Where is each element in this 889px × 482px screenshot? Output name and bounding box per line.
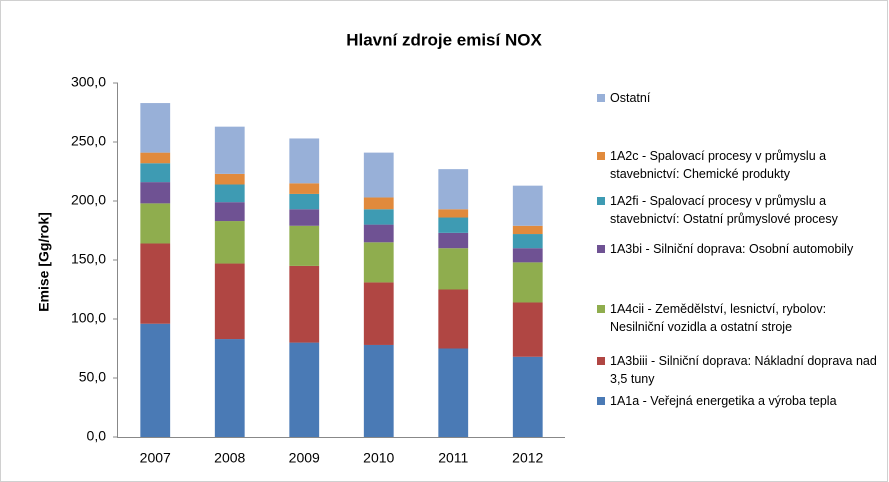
bar-segment bbox=[512, 185, 543, 226]
bar-segment bbox=[140, 163, 171, 183]
bar-segment bbox=[438, 217, 469, 233]
bar-segment bbox=[214, 126, 245, 174]
bar-segment bbox=[438, 289, 469, 349]
legend-swatch bbox=[597, 305, 605, 313]
legend-label: 1A3biii - Silniční doprava: Nákladní dop… bbox=[610, 354, 877, 386]
y-tick-label: 50,0 bbox=[79, 369, 106, 385]
legend-label: 1A1a - Veřejná energetika a výroba tepla bbox=[610, 394, 837, 408]
x-tick-label: 2008 bbox=[214, 450, 245, 466]
legend-label: Ostatní bbox=[610, 91, 651, 105]
legend-swatch bbox=[597, 94, 605, 102]
bar-segment bbox=[214, 339, 245, 437]
bar-segment bbox=[289, 225, 320, 266]
bar-segment bbox=[289, 265, 320, 343]
bar-segment bbox=[214, 263, 245, 340]
bar-segment bbox=[140, 203, 171, 244]
bar-segment bbox=[363, 209, 394, 225]
bar-segment bbox=[289, 342, 320, 437]
legend-swatch bbox=[597, 245, 605, 253]
legend-entry: 1A3biii - Silniční doprava: Nákladní dop… bbox=[597, 352, 882, 388]
bar-segment bbox=[140, 182, 171, 204]
bar-segment bbox=[214, 184, 245, 203]
legend-label: 1A3bi - Silniční doprava: Osobní automob… bbox=[610, 242, 854, 256]
bar-segment bbox=[289, 138, 320, 184]
bar-segment bbox=[438, 248, 469, 290]
legend-label: 1A2fi - Spalovací procesy v průmyslu a s… bbox=[610, 194, 838, 226]
y-axis-label: Emise [Gg/rok] bbox=[36, 212, 52, 312]
bar-segment bbox=[438, 348, 469, 437]
bar-segment bbox=[512, 234, 543, 249]
bar-segment bbox=[363, 224, 394, 243]
bar-segment bbox=[140, 152, 171, 164]
legend-swatch bbox=[597, 152, 605, 160]
x-tick-label: 2009 bbox=[289, 450, 320, 466]
legend-entry: 1A2c - Spalovací procesy v průmyslu a st… bbox=[597, 147, 882, 183]
bar-segment bbox=[438, 209, 469, 218]
bar-segment bbox=[214, 221, 245, 264]
legend-label: 1A2c - Spalovací procesy v průmyslu a st… bbox=[610, 149, 827, 181]
legend-entry: Ostatní bbox=[597, 89, 882, 107]
bar-segment bbox=[214, 173, 245, 185]
bar-segment bbox=[140, 243, 171, 324]
chart-title: Hlavní zdroje emisí NOX bbox=[346, 30, 542, 49]
legend-entry: 1A2fi - Spalovací procesy v průmyslu a s… bbox=[597, 192, 882, 228]
x-tick-label: 2012 bbox=[512, 450, 543, 466]
legend-entry: 1A1a - Veřejná energetika a výroba tepla bbox=[597, 392, 882, 410]
bar-segment bbox=[140, 103, 171, 153]
y-tick-label: 250,0 bbox=[71, 133, 106, 149]
y-tick-label: 100,0 bbox=[71, 310, 106, 326]
bar-segment bbox=[289, 209, 320, 226]
bar-segment bbox=[363, 152, 394, 198]
y-tick-label: 0,0 bbox=[87, 428, 107, 444]
y-tick-label: 200,0 bbox=[71, 192, 106, 208]
bar-segment bbox=[512, 302, 543, 357]
legend-swatch bbox=[597, 357, 605, 365]
bar-segment bbox=[512, 225, 543, 235]
bar-segment bbox=[512, 262, 543, 303]
y-tick-label: 150,0 bbox=[71, 251, 106, 267]
bar-segment bbox=[363, 344, 394, 437]
y-tick-label: 300,0 bbox=[71, 74, 106, 90]
legend-entry: 1A4cii - Zemědělství, lesnictví, rybolov… bbox=[597, 300, 882, 336]
bar-segment bbox=[363, 197, 394, 210]
bar-segment bbox=[438, 232, 469, 249]
bar-segment bbox=[512, 356, 543, 437]
bar-segment bbox=[512, 248, 543, 263]
legend-swatch bbox=[597, 397, 605, 405]
legend-swatch bbox=[597, 197, 605, 205]
bar-segment bbox=[438, 169, 469, 210]
x-tick-label: 2007 bbox=[140, 450, 171, 466]
legend-label: 1A4cii - Zemědělství, lesnictví, rybolov… bbox=[610, 302, 827, 334]
bar-segment bbox=[363, 282, 394, 345]
bar-segment bbox=[214, 202, 245, 222]
bar-segment bbox=[289, 183, 320, 194]
bar-segment bbox=[289, 193, 320, 210]
bar-segment bbox=[140, 323, 171, 437]
bar-segment bbox=[363, 242, 394, 283]
x-tick-label: 2011 bbox=[438, 450, 468, 466]
legend-entry: 1A3bi - Silniční doprava: Osobní automob… bbox=[597, 240, 882, 258]
x-tick-label: 2010 bbox=[363, 450, 394, 466]
